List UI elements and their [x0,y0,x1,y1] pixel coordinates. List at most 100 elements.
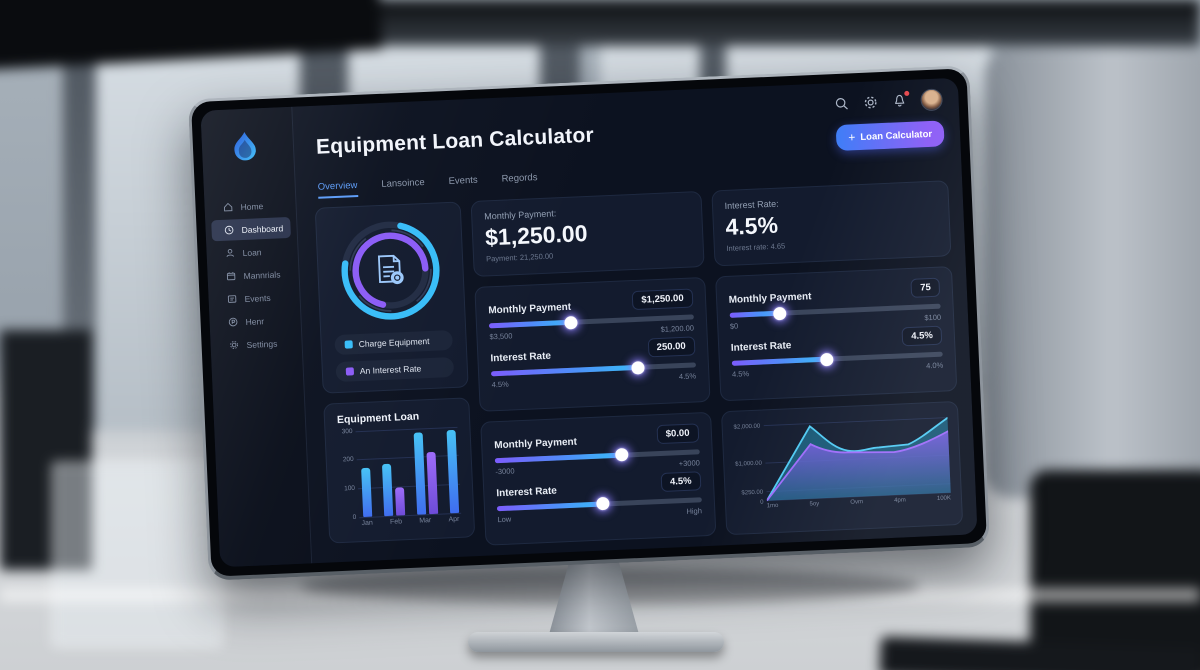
main-area: Equipment Loan Calculator + Loan Calcula… [292,78,977,564]
sidebar-item-label: Henr [245,315,265,327]
slider-min: 4.5% [731,369,750,379]
slider-label: Monthly Payment [488,301,572,317]
slider-max: +3000 [678,457,700,468]
bar [446,429,460,514]
slider-min: $0 [729,321,739,331]
slider-knob[interactable] [773,306,787,320]
sidebar-item-label: Home [240,200,264,212]
slider-max: High [686,505,703,516]
sidebar-item-label: Settings [246,338,278,350]
slider-max: 4.5% [678,371,697,382]
slider-knob[interactable] [631,360,646,375]
bar [394,486,406,516]
slider-fill [731,356,827,366]
slider-knob[interactable] [564,315,578,330]
slider-max: $100 [924,312,942,323]
column-right: Interest Rate: 4.5% Interest rate: 4.65 … [710,180,964,536]
loan-calculator-button[interactable]: + Loan Calculator [835,120,945,152]
sidebar-item-mannrials[interactable]: Mannrials [213,263,293,287]
bar-group-feb [380,429,406,517]
office-chair [1030,470,1200,670]
bar-groups [359,427,460,518]
x-tick: Feb [389,518,403,526]
loan-progress-card: Charge Equipment An Interest Rate [314,201,469,394]
slider-row: Interest Rate 250.00 4.5% 4.5% [490,336,696,389]
y-tick: 0 [352,513,357,521]
slider-card-b: Monthly Payment $0.00 -3000 +3000 [480,411,717,546]
page-title: Equipment Loan Calculator [315,123,595,159]
sidebar-item-label: Loan [242,246,262,258]
x-tick: Ovm [850,499,864,506]
bar [413,432,427,515]
tab-lansoince[interactable]: Lansoince [381,177,425,190]
legend-interest-rate[interactable]: An Interest Rate [335,356,455,383]
slider-knob[interactable] [614,447,629,462]
slider-label: Interest Rate [730,340,792,354]
slider-row: Monthly Payment 75 $0 $100 [728,277,942,331]
settings-gear-icon[interactable] [862,94,879,111]
bar [361,467,373,518]
sidebar-item-dashboard[interactable]: Dashboard [211,216,292,242]
x-tick: Apr [448,515,460,524]
x-tick: 4pm [894,497,906,504]
slider-value-badge: $0.00 [656,422,699,444]
tab-overview[interactable]: Overview [317,179,358,199]
slider-knob[interactable] [819,352,834,366]
y-tick: $2,000.00 [733,423,761,431]
slider-max: 4.0% [925,360,944,371]
document-icon [377,254,404,285]
slider-row: Monthly Payment $1,250.00 $3,500 $1,200.… [488,288,694,341]
purple-line [765,430,949,502]
bar-group-apr [446,427,460,514]
slider-row: Monthly Payment $0.00 -3000 +3000 [494,422,700,476]
sidebar-item-label: Dashboard [241,222,284,235]
x-tick: 1mo [766,502,779,510]
bell-icon [895,94,905,107]
sidebar-item-home[interactable]: Home [210,194,290,218]
interest-rate-stat-card: Interest Rate: 4.5% Interest rate: 4.65 [710,180,952,267]
area-chart-svg [763,416,951,502]
legend-label: An Interest Rate [359,363,422,377]
slider-min: 4.5% [491,379,509,390]
payment-trend-area-chart-card: $2,000.00 $1,000.00 $250.00 0 [720,400,964,536]
slider-min: $3,500 [489,331,513,342]
plus-icon: + [848,130,856,145]
notification-badge [903,89,911,98]
calendar-icon [226,272,236,281]
legend-charge-equipment[interactable]: Charge Equipment [334,329,454,356]
avatar[interactable] [920,88,944,112]
sidebar-item-henr[interactable]: Henr [215,309,295,333]
notifications-bell[interactable] [891,89,911,110]
monthly-payment-stat-card: Monthly Payment: $1,250.00 Payment: 21,2… [470,190,705,277]
slider-value-badge: 250.00 [647,336,696,358]
x-tick: Mar [419,517,432,525]
sidebar-item-settings[interactable]: Settings [216,332,296,356]
cta-label: Loan Calculator [860,128,933,143]
sidebar-item-events[interactable]: Events [214,286,294,310]
cabinet [0,330,92,570]
bar-group-jan [359,431,373,518]
search-icon[interactable] [833,95,850,112]
dashboard-icon [224,225,234,235]
tab-regords[interactable]: Regords [501,172,538,185]
sidebar-item-loan[interactable]: Loan [212,240,292,264]
y-tick: $250.00 [741,489,764,497]
glass-divider [52,462,222,647]
x-tick: 100K [936,495,952,502]
slider-label: Monthly Payment [728,291,812,306]
tab-bar: Overview Lansoince Events Regords [317,172,538,199]
user-icon [226,248,234,258]
cyan-line [765,416,948,502]
monitor: Home Dashboard Loan Mannrials Events Hen… [187,65,991,581]
slider-fill [488,319,571,329]
tab-events[interactable]: Events [448,174,478,187]
bar-group-mar [413,428,439,515]
sidebar-item-label: Events [244,292,271,304]
bar-chart-plot: 300 200 100 0 [342,426,462,521]
slider-knob[interactable] [596,496,611,511]
dashboard-grid: Charge Equipment An Interest Rate Equipm… [314,180,964,552]
bar [381,464,394,517]
slider-card-a: Monthly Payment $1,250.00 $3,500 $1,200.… [474,276,711,412]
purple-area [766,430,951,501]
y-tick: 0 [760,499,764,506]
